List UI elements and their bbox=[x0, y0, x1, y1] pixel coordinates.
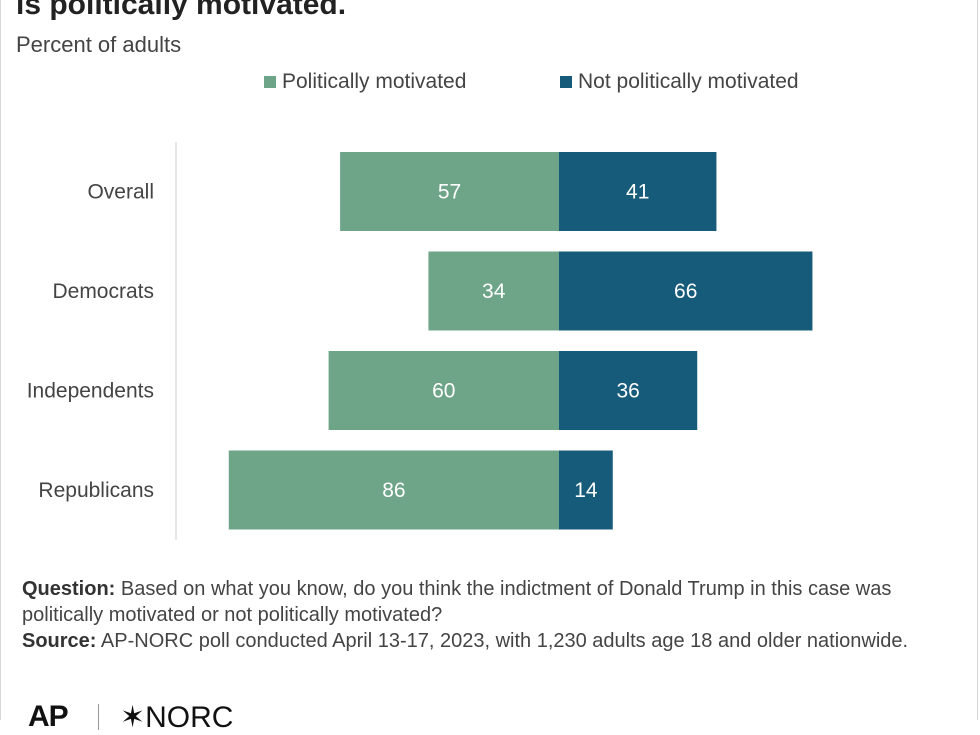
source-note: Source: AP-NORC poll conducted April 13-… bbox=[22, 628, 962, 654]
data-label-politically-motivated-republicans: 86 bbox=[382, 479, 405, 502]
question-note: Question: Based on what you know, do you… bbox=[22, 576, 962, 628]
data-label-not-politically-motivated-independents: 36 bbox=[616, 380, 639, 403]
chart-frame bbox=[0, 0, 978, 720]
legend-swatch-not-politically-motivated bbox=[560, 76, 572, 88]
legend-swatch-politically-motivated bbox=[264, 76, 276, 88]
bar-not-politically-motivated-democrats bbox=[559, 251, 813, 331]
bar-politically-motivated-republicans bbox=[228, 450, 559, 530]
bar-not-politically-motivated-overall bbox=[559, 152, 717, 231]
category-label-republicans: Republicans bbox=[38, 479, 154, 502]
norc-logo: ✶NORC bbox=[120, 701, 234, 734]
chart-notes: Question: Based on what you know, do you… bbox=[22, 576, 962, 654]
bar-not-politically-motivated-independents bbox=[559, 351, 698, 430]
legend: Politically motivated Not politically mo… bbox=[0, 70, 980, 96]
bar-chart: Overall 57 41 Democrats 34 66 Independents 60 36… bbox=[27, 142, 813, 540]
bar-politically-motivated-democrats bbox=[428, 251, 559, 331]
data-label-politically-motivated-democrats: 34 bbox=[482, 280, 506, 303]
bar-politically-motivated-independents bbox=[328, 351, 559, 430]
data-label-not-politically-motivated-republicans: 14 bbox=[574, 479, 598, 502]
ap-logo: AP bbox=[28, 700, 69, 733]
source-label: Source: bbox=[22, 630, 97, 652]
question-text: Based on what you know, do you think the… bbox=[22, 578, 892, 626]
legend-item-not-politically-motivated: Not politically motivated bbox=[560, 70, 799, 94]
legend-item-politically-motivated: Politically motivated bbox=[264, 70, 466, 94]
logo-divider bbox=[98, 704, 99, 730]
category-label-overall: Overall bbox=[87, 181, 154, 204]
legend-label-not-politically-motivated: Not politically motivated bbox=[578, 70, 799, 93]
category-label-democrats: Democrats bbox=[52, 280, 154, 303]
question-label: Question: bbox=[22, 578, 116, 600]
category-label-independents: Independents bbox=[27, 380, 154, 403]
chart-title: is politically motivated. bbox=[16, 0, 347, 21]
data-label-politically-motivated-independents: 60 bbox=[432, 380, 455, 403]
data-label-politically-motivated-overall: 57 bbox=[438, 181, 461, 204]
chart-subtitle: Percent of adults bbox=[16, 32, 182, 57]
bar-not-politically-motivated-republicans bbox=[559, 450, 613, 530]
data-label-not-politically-motivated-overall: 41 bbox=[626, 181, 649, 204]
source-text: AP-NORC poll conducted April 13-17, 2023… bbox=[96, 630, 909, 652]
data-label-not-politically-motivated-democrats: 66 bbox=[674, 280, 697, 303]
legend-label-politically-motivated: Politically motivated bbox=[282, 70, 467, 93]
bar-politically-motivated-overall bbox=[340, 152, 559, 231]
